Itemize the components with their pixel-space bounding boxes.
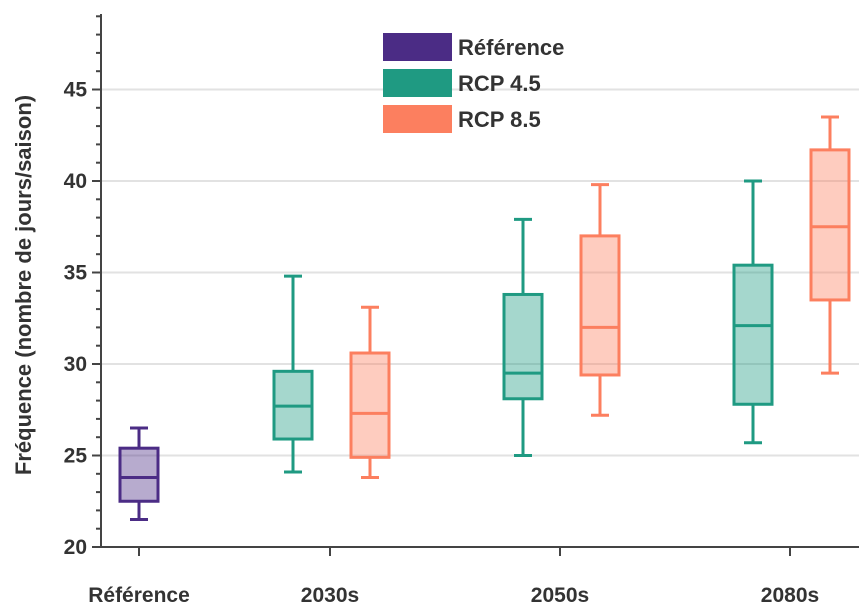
legend-swatch [383,69,452,97]
x-tick-label: 2030s [301,584,359,607]
legend-swatch [383,33,452,61]
boxes [118,115,851,522]
y-tick-label: 25 [64,445,88,468]
legend-item-rcp85: RCP 8.5 [383,105,541,133]
box-référence-référence [118,426,160,522]
y-tick-label: 35 [64,262,88,285]
box-iqr [732,263,774,406]
legend-item-référence: Référence [383,33,564,61]
legend-swatch [383,105,452,133]
y-tick-label: 40 [64,170,87,193]
box-rcp45-2030s [272,274,314,474]
y-tick-label: 30 [64,353,87,376]
legend: Référence RCP 4.5 RCP 8.5 [383,33,564,133]
box-iqr [579,234,621,377]
box-rcp85-2030s [349,305,391,479]
legend-label: RCP 4.5 [458,71,541,96]
box-rcp45-2080s [732,179,774,445]
x-tick-label: 2050s [531,584,589,607]
box-rcp85-2080s [809,115,851,375]
x-tick-label: Référence [88,584,190,607]
y-axis-title: Fréquence (nombre de jours/saison) [11,95,36,475]
y-tick-label: 45 [64,79,88,102]
box-iqr [809,148,851,302]
x-tick-label: 2080s [761,584,819,607]
box-rcp85-2050s [579,183,621,417]
legend-item-rcp45: RCP 4.5 [383,69,541,97]
box-iqr [349,351,391,459]
legend-label: Référence [458,35,564,60]
box-iqr [502,292,544,401]
y-tick-label: 20 [64,536,87,559]
box-rcp45-2050s [502,217,544,457]
box-iqr [118,446,160,503]
axes: 20 25 30 35 40 45 Référence 2030s 2050s 2080s [64,14,859,607]
legend-label: RCP 8.5 [458,107,541,132]
